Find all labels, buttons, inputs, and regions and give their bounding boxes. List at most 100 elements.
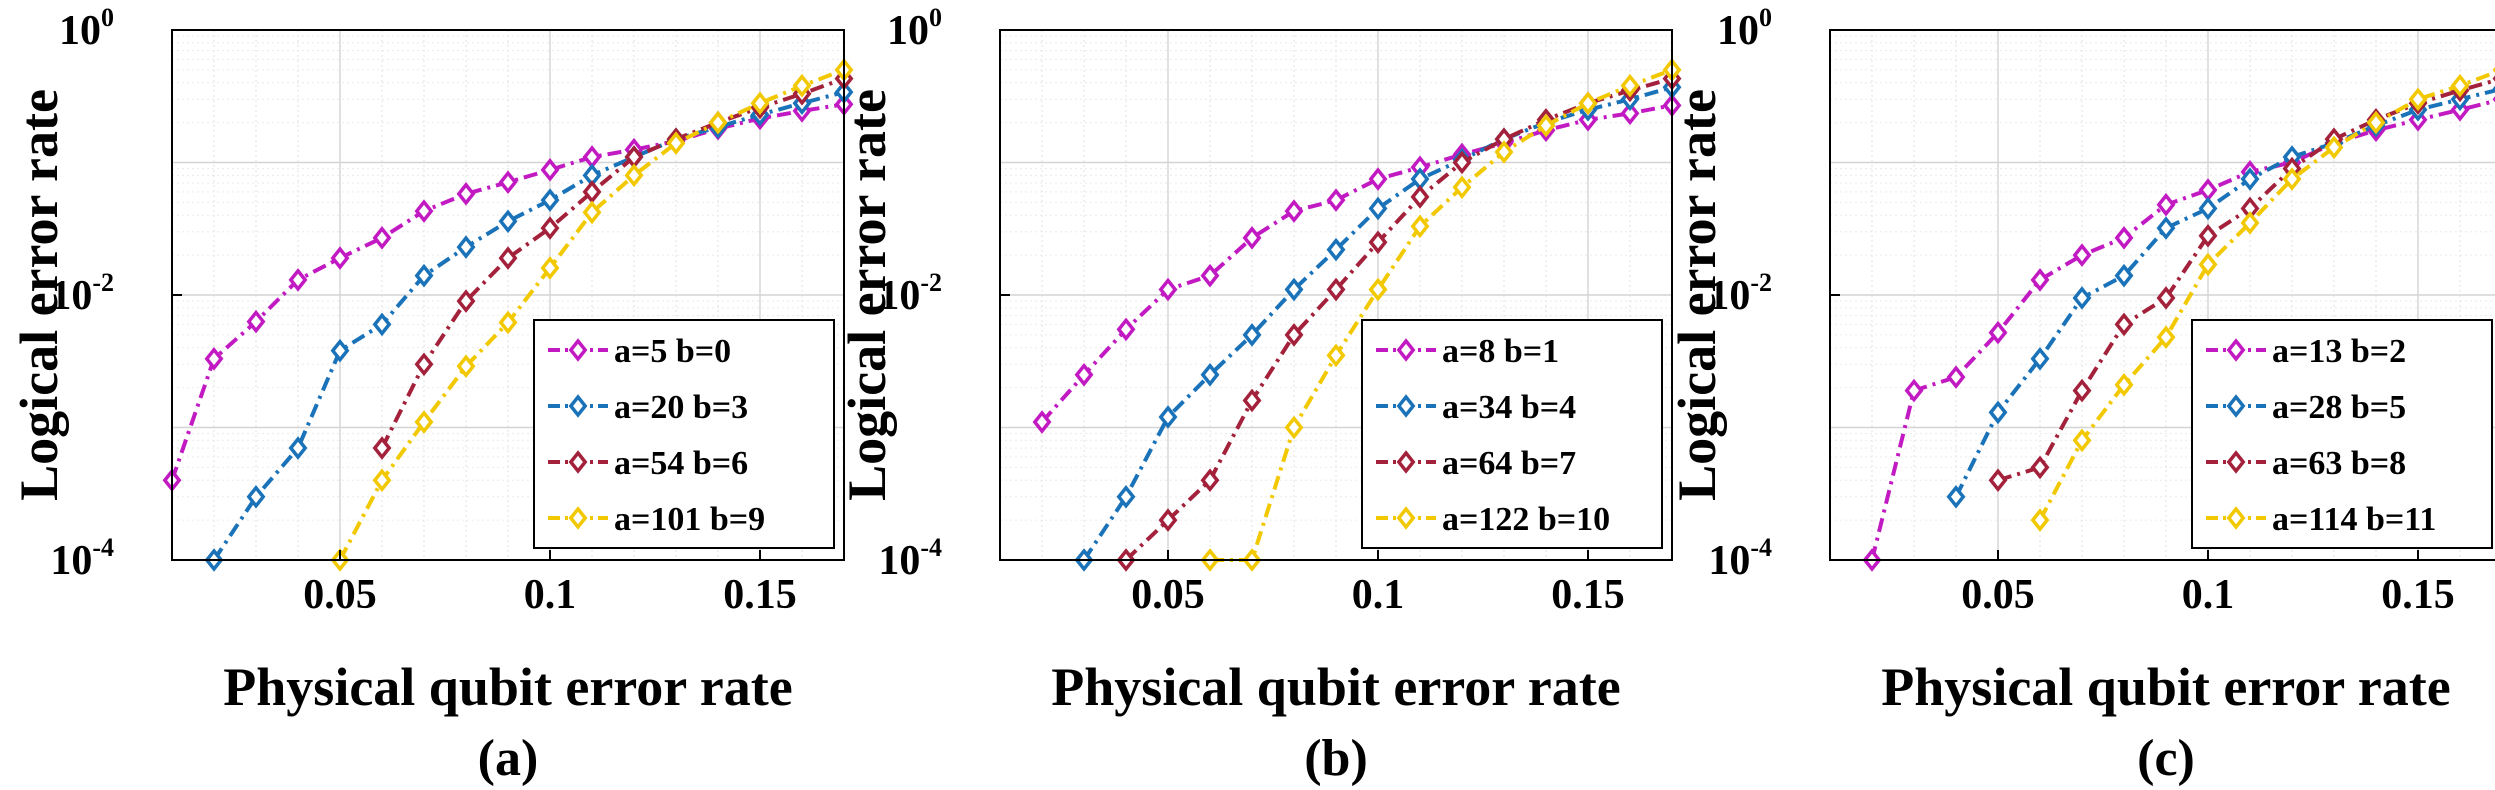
data-point bbox=[498, 310, 518, 335]
data-point bbox=[750, 91, 770, 116]
data-point bbox=[1200, 362, 1220, 387]
x-tick-label: 0.05 bbox=[303, 572, 377, 618]
data-point bbox=[2114, 263, 2134, 288]
data-point bbox=[1116, 484, 1136, 509]
y-tick-label: 10-4 bbox=[1708, 533, 1772, 584]
data-point bbox=[1242, 323, 1262, 347]
legend-marker bbox=[2226, 450, 2246, 474]
data-point bbox=[1368, 277, 1388, 302]
data-point bbox=[1494, 140, 1514, 164]
data-point bbox=[1988, 400, 2008, 425]
legend-marker bbox=[1396, 450, 1416, 474]
data-point bbox=[2156, 286, 2176, 310]
legend-label: a=5 b=0 bbox=[614, 333, 731, 370]
data-point bbox=[456, 235, 476, 259]
data-point bbox=[414, 199, 434, 223]
data-point bbox=[2072, 428, 2092, 453]
data-point bbox=[2030, 455, 2050, 480]
data-point bbox=[456, 354, 476, 379]
data-point bbox=[2282, 167, 2302, 191]
data-point bbox=[1242, 388, 1262, 413]
data-point bbox=[2114, 312, 2134, 337]
data-point bbox=[246, 309, 266, 334]
data-point bbox=[1988, 468, 2008, 493]
y-tick-label: 10-2 bbox=[878, 268, 942, 319]
data-point bbox=[498, 209, 518, 234]
data-point bbox=[246, 484, 266, 509]
legend bbox=[1361, 319, 1663, 549]
data-point bbox=[1410, 214, 1430, 239]
data-point bbox=[498, 246, 518, 270]
legend bbox=[2191, 319, 2493, 549]
y-axis-label: Logical error rate bbox=[1667, 89, 1727, 501]
data-point bbox=[1536, 113, 1556, 138]
series-line-2 bbox=[1082, 85, 1673, 562]
data-point bbox=[2114, 226, 2134, 250]
x-tick-label: 0.1 bbox=[2182, 572, 2235, 618]
legend-marker bbox=[1396, 394, 1416, 418]
legend-label: a=122 b=10 bbox=[1442, 501, 1610, 538]
legend-label: a=34 b=4 bbox=[1442, 389, 1576, 426]
data-point bbox=[2072, 243, 2092, 267]
data-point bbox=[540, 188, 560, 212]
panel-label: (a) bbox=[478, 730, 539, 787]
data-point bbox=[2240, 211, 2260, 235]
legend-label: a=28 b=5 bbox=[2272, 389, 2406, 426]
data-point bbox=[1452, 175, 1472, 200]
data-point bbox=[414, 263, 434, 288]
data-point bbox=[582, 200, 602, 225]
data-point bbox=[1158, 508, 1178, 532]
x-tick-label: 0.15 bbox=[2381, 572, 2455, 618]
y-tick-label: 10-4 bbox=[50, 533, 114, 584]
legend-label: a=8 b=1 bbox=[1442, 333, 1559, 370]
panel-label: (b) bbox=[1304, 730, 1368, 787]
data-point bbox=[1074, 362, 1094, 387]
data-point bbox=[330, 338, 350, 363]
legend-marker bbox=[568, 506, 588, 530]
x-axis-label: Physical qubit error rate bbox=[1051, 657, 1620, 717]
y-tick-label: 100 bbox=[1717, 3, 1772, 54]
panel-1: 0.05 0.1 0.15 10-4 10-2 100 Physical qubit err… bbox=[9, 3, 854, 787]
data-point bbox=[1946, 365, 1966, 389]
data-point bbox=[2030, 508, 2050, 532]
legend-label: a=54 b=6 bbox=[614, 445, 748, 482]
data-point bbox=[1946, 484, 1966, 509]
data-point bbox=[2450, 73, 2470, 98]
data-point bbox=[2072, 286, 2092, 310]
data-point bbox=[1326, 277, 1346, 302]
data-point bbox=[2030, 268, 2050, 292]
y-tick-label: 10-2 bbox=[1708, 268, 1772, 319]
legend-marker bbox=[2226, 338, 2246, 362]
data-point bbox=[204, 346, 224, 371]
data-point bbox=[2324, 135, 2344, 160]
data-point bbox=[456, 289, 476, 313]
data-point bbox=[2072, 378, 2092, 403]
data-point bbox=[288, 268, 308, 292]
data-point bbox=[2198, 252, 2218, 277]
legend-label: a=101 b=9 bbox=[614, 501, 765, 538]
data-point bbox=[372, 436, 392, 460]
data-point bbox=[1116, 317, 1136, 342]
y-axis-label: Logical error rate bbox=[837, 89, 897, 501]
data-point bbox=[2156, 192, 2176, 217]
x-tick-label: 0.05 bbox=[1961, 572, 2035, 618]
data-point bbox=[2198, 196, 2218, 221]
y-axis-label: Logical error rate bbox=[9, 89, 69, 501]
legend-marker bbox=[568, 450, 588, 474]
panel-label: (c) bbox=[2137, 730, 2195, 787]
data-point bbox=[1284, 323, 1304, 347]
legend-marker bbox=[2226, 506, 2246, 530]
data-point bbox=[2408, 87, 2428, 112]
data-point bbox=[1578, 91, 1598, 116]
legend-label: a=114 b=11 bbox=[2272, 501, 2436, 538]
legend-marker bbox=[2226, 394, 2246, 418]
y-tick-label: 100 bbox=[59, 3, 114, 54]
data-point bbox=[2156, 325, 2176, 350]
legend-label: a=63 b=8 bbox=[2272, 445, 2406, 482]
data-point bbox=[1368, 230, 1388, 255]
data-point bbox=[414, 352, 434, 377]
data-point bbox=[792, 73, 812, 98]
series-line-3 bbox=[1124, 76, 1673, 562]
data-point bbox=[1326, 188, 1346, 212]
